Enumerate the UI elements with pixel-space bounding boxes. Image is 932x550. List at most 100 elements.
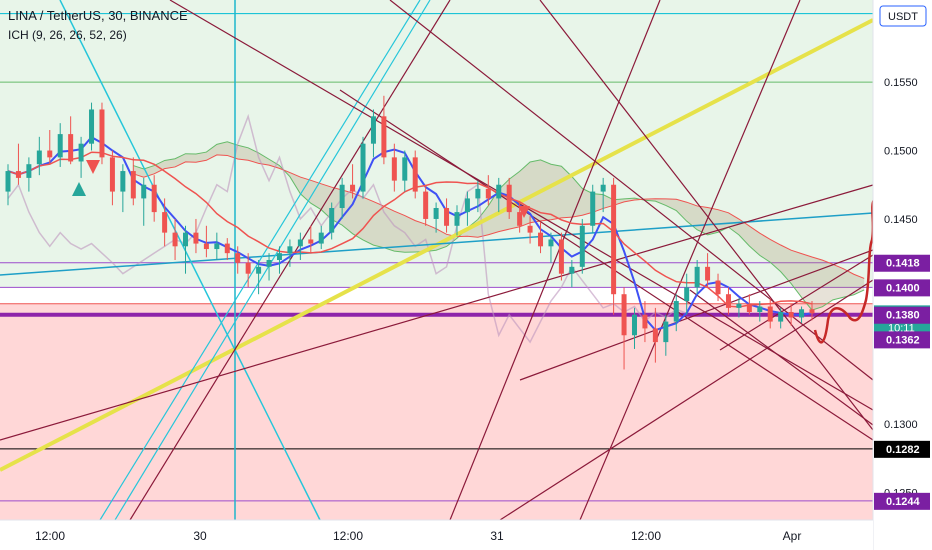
- candle-19: [203, 225, 209, 258]
- indicator-title[interactable]: ICH (9, 26, 26, 52, 26): [8, 28, 127, 42]
- x-tick-label: 12:00: [35, 529, 65, 543]
- candle-body: [569, 266, 575, 274]
- candle-12: [130, 157, 136, 206]
- price-label-box: [874, 440, 930, 458]
- candle-33: [350, 164, 356, 199]
- candle-39: [412, 150, 418, 199]
- candle-body: [402, 157, 408, 181]
- trendline-3: [59, 0, 321, 521]
- candle-body: [151, 184, 157, 213]
- x-tick-label: 30: [193, 529, 207, 543]
- candle-body: [224, 243, 230, 254]
- candle-67: [705, 253, 711, 288]
- trendline-1: [0, 212, 874, 276]
- candle-body: [36, 150, 42, 165]
- price-label-text: 0.1244: [886, 496, 921, 508]
- candle-76: [799, 306, 805, 323]
- signal-markers: [72, 160, 530, 218]
- x-tick-label: 12:00: [333, 529, 363, 543]
- candle-body: [694, 266, 700, 288]
- candle-68: [715, 273, 721, 302]
- candle-65: [684, 273, 690, 315]
- candle-body: [464, 198, 470, 213]
- y-tick-label: 0.1550: [884, 77, 918, 89]
- price-label-text: 0.1362: [886, 334, 920, 346]
- candles: [5, 95, 815, 370]
- price-label-text: 0.1380: [886, 310, 920, 322]
- candle-60: [631, 307, 637, 349]
- price-label-text: 0.1282: [886, 444, 920, 456]
- candle-22: [235, 246, 241, 274]
- candle-body: [684, 287, 690, 302]
- candle-27: [287, 239, 293, 267]
- candle-body: [350, 184, 356, 192]
- candle-43: [454, 205, 460, 236]
- trendline-12: [539, 0, 874, 431]
- candle-body: [799, 309, 805, 318]
- zones: [0, 0, 873, 520]
- candle-body: [47, 150, 53, 158]
- buy-signal-icon: [72, 182, 86, 196]
- candle-body: [621, 294, 627, 336]
- candle-37: [391, 143, 397, 192]
- candle-body: [600, 184, 606, 192]
- candle-body: [339, 184, 345, 208]
- candle-26: [276, 246, 282, 274]
- candle-body: [579, 225, 585, 267]
- candle-38: [402, 150, 408, 192]
- trendline-5: [114, 0, 431, 521]
- candle-11: [120, 164, 126, 213]
- sell-signal-icon: [86, 160, 100, 174]
- candle-body: [673, 301, 679, 322]
- candle-17: [183, 225, 189, 274]
- candle-74: [778, 307, 784, 329]
- candle-57: [600, 177, 606, 213]
- leading-span-b: [133, 154, 865, 279]
- candle-24: [256, 260, 262, 295]
- time-axis-background: [0, 520, 873, 550]
- trendline-13: [579, 0, 801, 521]
- candle-body: [162, 212, 168, 233]
- price-label-box: [874, 254, 930, 272]
- candle-body: [183, 232, 189, 247]
- trendline-16: [719, 254, 874, 351]
- trendline-0: [0, 18, 874, 472]
- candle-53: [558, 232, 564, 281]
- candle-body: [475, 188, 481, 199]
- candle-body: [788, 312, 794, 318]
- x-tick-label: 12:00: [631, 529, 661, 543]
- candle-69: [725, 287, 731, 315]
- candle-54: [569, 260, 575, 288]
- badge-label: USDT: [888, 11, 918, 23]
- currency-badge[interactable]: USDT: [879, 5, 927, 27]
- price-label-0: 0.1418: [874, 254, 930, 272]
- candle-body: [120, 171, 126, 192]
- candle-36: [381, 95, 387, 165]
- candle-body: [109, 157, 115, 192]
- candle-body: [705, 266, 711, 281]
- trendline-7: [339, 89, 874, 441]
- candle-41: [433, 202, 439, 233]
- candle-46: [485, 175, 491, 206]
- candle-10: [109, 150, 115, 206]
- candle-body: [725, 294, 731, 308]
- candle-body: [548, 239, 554, 247]
- candle-35: [370, 109, 376, 158]
- price-label-box: [874, 492, 930, 510]
- candle-2: [26, 157, 32, 192]
- candle-6: [68, 116, 74, 165]
- candle-body: [297, 239, 303, 247]
- candle-body: [141, 184, 147, 199]
- candle-body: [496, 184, 502, 199]
- candle-8: [89, 102, 95, 151]
- candle-body: [423, 191, 429, 219]
- candle-0: [5, 164, 11, 206]
- candle-45: [475, 180, 481, 213]
- candle-body: [203, 243, 209, 250]
- candle-body: [485, 188, 491, 199]
- candle-body: [318, 232, 324, 244]
- trendline-11: [499, 279, 874, 521]
- candle-29: [308, 225, 314, 254]
- trendlines: [0, 0, 876, 521]
